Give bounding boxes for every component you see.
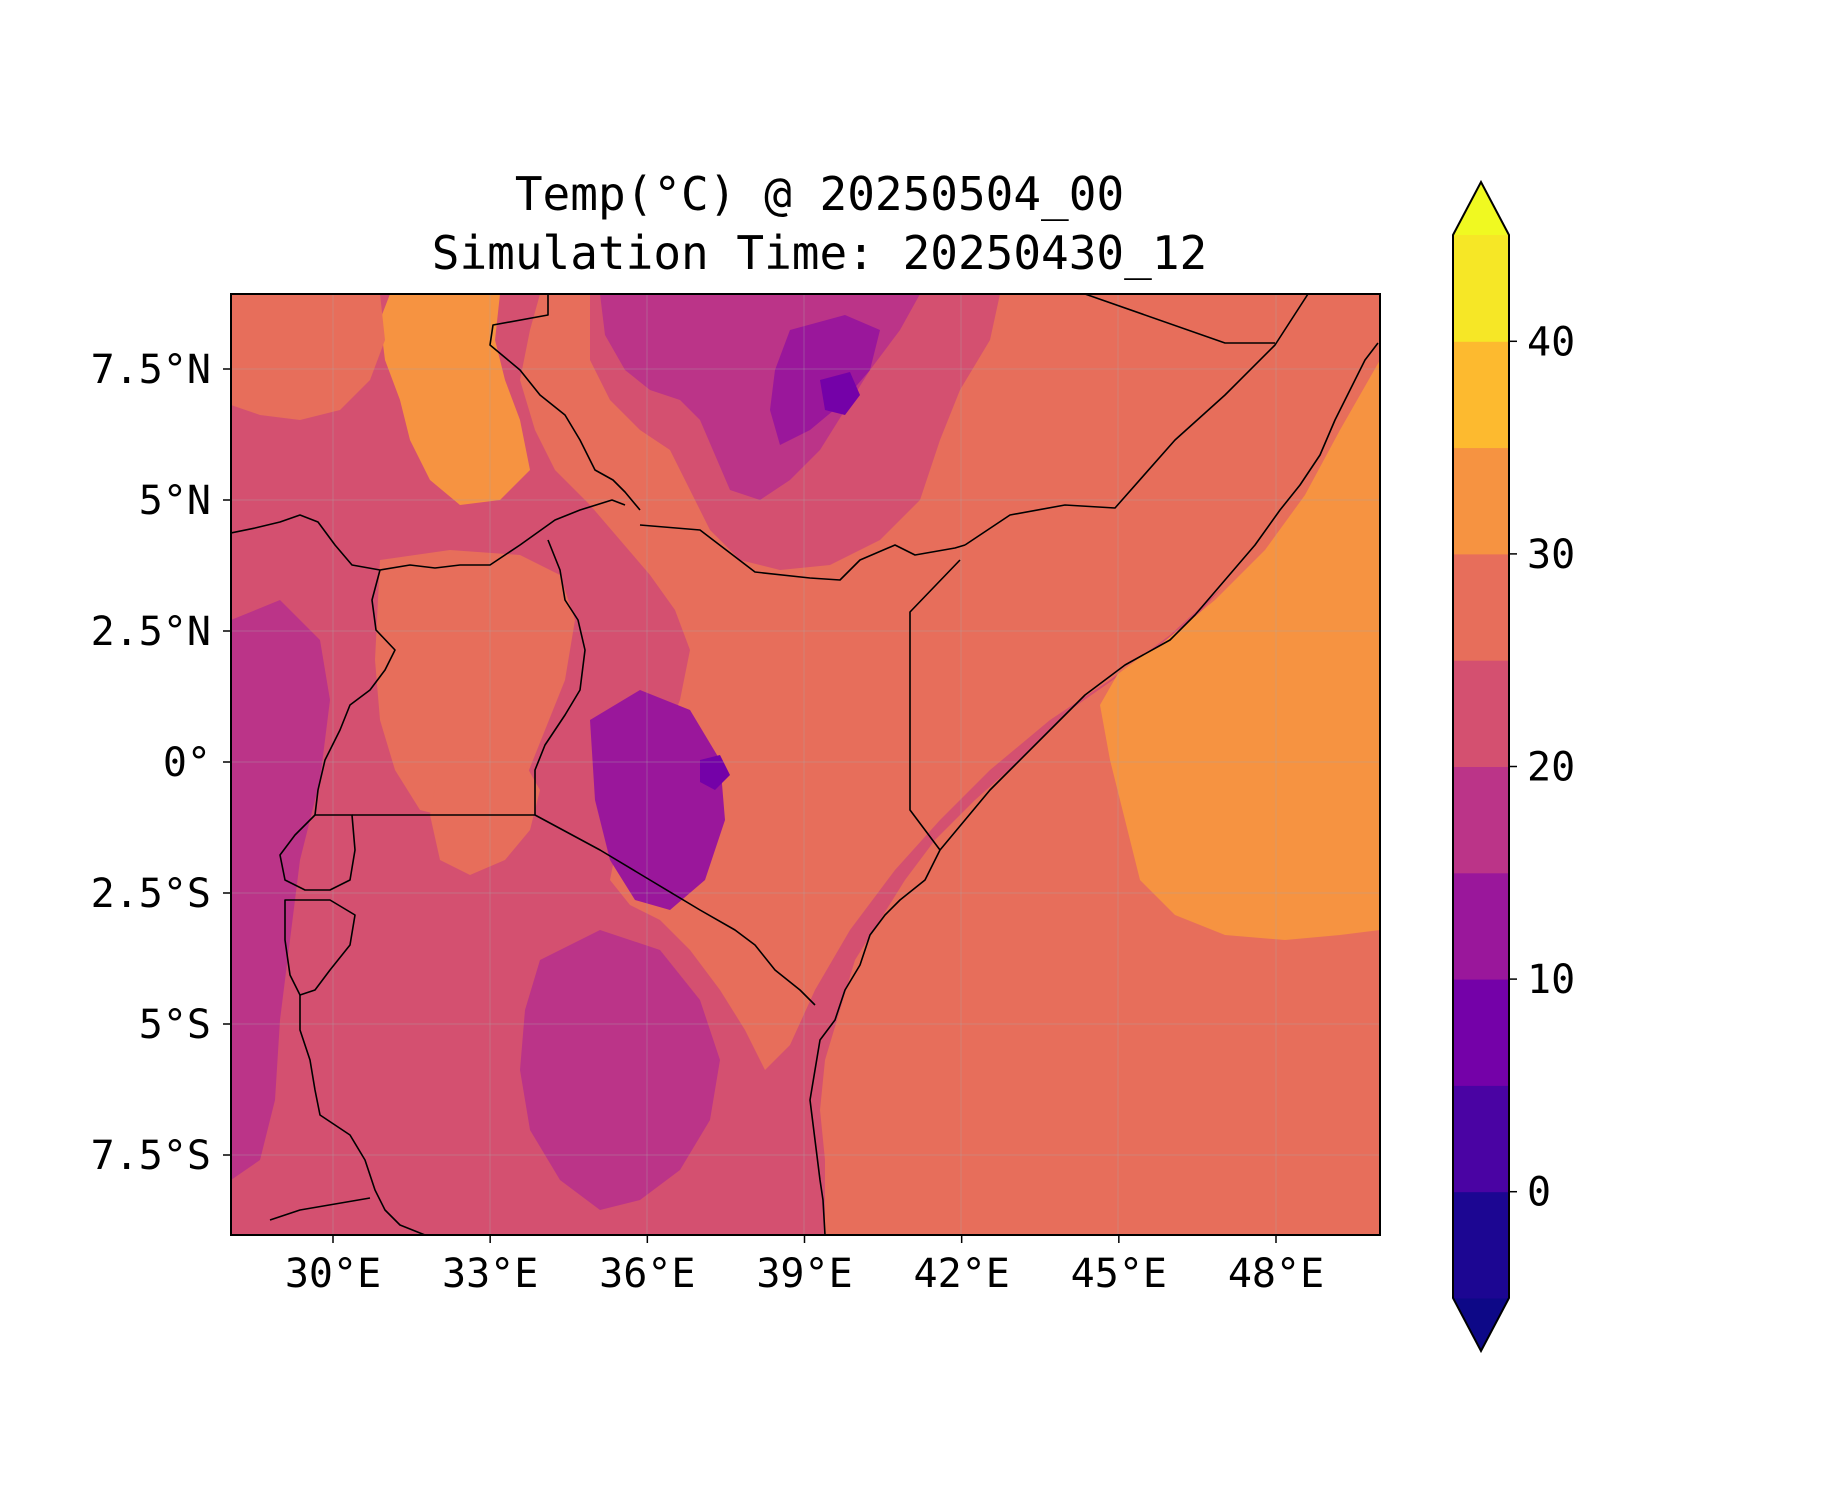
colorbar-tick-label: 30: [1527, 532, 1575, 578]
rift-coldest-spot: [700, 755, 730, 790]
south-sudan-uganda-border: [231, 499, 626, 571]
coastline: [809, 342, 1379, 1235]
colorbar: 0 10 20 30 40: [1452, 179, 1575, 1354]
colorbar-band: [1453, 979, 1509, 1086]
xtick-label: 36°E: [599, 1251, 695, 1297]
colorbar-band: [1453, 766, 1509, 874]
ytick-label: 5°N: [139, 478, 211, 524]
longitude-ticks: 30°E 33°E 36°E 39°E 42°E 45°E 48°E: [285, 1235, 1324, 1297]
ethiopia-coldest-spot: [820, 372, 860, 415]
colorbar-band: [1453, 553, 1509, 661]
uganda-kenya-border: [534, 539, 586, 815]
xtick-label: 48°E: [1228, 1251, 1324, 1297]
xtick-label: 42°E: [914, 1251, 1010, 1297]
map-subtitle: Simulation Time: 20250430_12: [431, 226, 1208, 280]
borders-and-coastline: [231, 294, 1379, 1235]
xtick-label: 30°E: [285, 1251, 381, 1297]
zambia-border: [269, 1197, 371, 1221]
ethiopia-somalia-border: [964, 294, 1309, 546]
western-hot-region: [231, 294, 385, 420]
western-rift-cool-region: [231, 600, 330, 1180]
ytick-label: 7.5°S: [91, 1133, 211, 1179]
xtick-label: 33°E: [442, 1251, 538, 1297]
colorbar-tick-label: 10: [1527, 957, 1575, 1003]
colorbar-band: [1453, 660, 1509, 767]
colorbar-over-triangle: [1453, 182, 1509, 235]
burundi-border: [284, 899, 356, 996]
xtick-label: 39°E: [756, 1251, 852, 1297]
xtick-label: 45°E: [1071, 1251, 1167, 1297]
ytick-label: 2.5°N: [91, 609, 211, 655]
colorbar-band: [1453, 872, 1509, 980]
tanzania-kenya-border: [534, 814, 816, 1006]
ocean-warm-region: [820, 330, 1380, 1235]
tanganyika-shore: [299, 995, 426, 1235]
colorbar-band: [1453, 341, 1509, 449]
colorbar-outline: [1452, 179, 1510, 1354]
gridlines: [231, 294, 1380, 1235]
uganda-drc-border: [314, 569, 396, 816]
colorbar-ticks: 0 10 20 30 40: [1509, 319, 1575, 1216]
ytick-label: 5°S: [139, 1002, 211, 1048]
ytick-label: 7.5°N: [91, 347, 211, 393]
sudan-ethiopia-border: [489, 294, 641, 511]
colorbar-band: [1453, 1085, 1509, 1193]
colorbar-tick-label: 0: [1527, 1170, 1551, 1216]
colorbar-under-triangle: [1453, 1298, 1509, 1351]
colorbar-tick-label: 20: [1527, 745, 1575, 791]
rift-cold-region: [590, 690, 725, 910]
ytick-label: 0°: [163, 740, 211, 786]
map-frame: [230, 293, 1381, 1236]
tanzania-cool-region: [520, 930, 720, 1210]
temperature-field: [231, 294, 1380, 1235]
colorbar-band: [1453, 447, 1509, 555]
latitude-ticks: 7.5°N 5°N 2.5°N 0° 2.5°S 5°S 7.5°S: [91, 347, 231, 1179]
ytick-label: 2.5°S: [91, 871, 211, 917]
map-title: Temp(°C) @ 20250504_00: [514, 167, 1125, 221]
colorbar-band: [1453, 1191, 1509, 1299]
ethiopia-somaliland-border: [1084, 294, 1275, 344]
ocean-hot-region: [1100, 360, 1380, 940]
kenya-north-border: [639, 524, 966, 581]
uganda-warm-region: [375, 550, 575, 820]
kenya-somalia-border: [909, 559, 961, 851]
colorbar-tick-label: 40: [1527, 319, 1575, 365]
colorbar-bands: [1452, 179, 1510, 1354]
map-panel: 30°E 33°E 36°E 39°E 42°E 45°E 48°E 7.5°N 5°N 2.5…: [91, 293, 1381, 1297]
colorbar-band: [1453, 235, 1509, 342]
rwanda-border: [279, 814, 356, 891]
